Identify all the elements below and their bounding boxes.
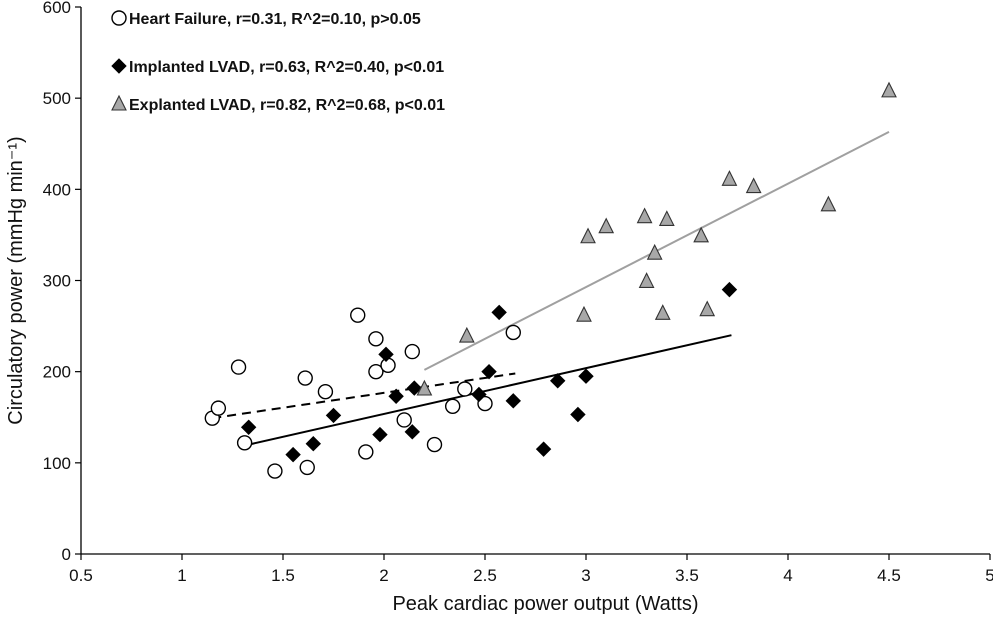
data-point	[236, 435, 253, 451]
data-point	[372, 426, 388, 443]
x-tick-label: 1	[177, 566, 186, 585]
y-tick-label: 0	[62, 545, 71, 564]
x-tick-label: 4.5	[877, 566, 901, 585]
y-tick-label: 200	[43, 363, 71, 382]
data-point	[444, 398, 461, 415]
data-point	[820, 195, 837, 212]
data-point	[654, 304, 671, 320]
data-point	[305, 435, 322, 452]
y-tick-label: 600	[43, 0, 71, 17]
data-point	[646, 243, 663, 260]
data-points	[204, 81, 897, 479]
data-point	[404, 424, 420, 440]
data-point	[396, 412, 412, 428]
data-point	[267, 463, 283, 479]
x-tick-label: 4	[783, 566, 792, 585]
x-axis-title: Peak cardiac power output (Watts)	[392, 593, 698, 615]
data-point	[881, 81, 897, 98]
data-point	[426, 436, 443, 453]
data-point	[471, 386, 487, 403]
data-point	[505, 393, 521, 409]
data-point	[380, 357, 396, 373]
legend-marker	[111, 94, 127, 111]
data-point	[368, 363, 384, 380]
fit-line	[212, 372, 516, 420]
y-tick-label: 500	[43, 89, 71, 108]
data-point	[535, 441, 552, 457]
y-tick-label: 400	[43, 180, 71, 199]
x-tick-label: 2.5	[473, 566, 497, 585]
data-point	[505, 324, 521, 341]
data-point	[378, 346, 394, 363]
legend-label: Implanted LVAD, r=0.63, R^2=0.40, p<0.01	[129, 59, 444, 76]
y-axis-title: Circulatory power (mmHg min⁻¹)	[5, 136, 27, 424]
legend: Heart Failure, r=0.31, R^2=0.10, p>0.05 I…	[111, 10, 445, 114]
data-point	[598, 217, 615, 234]
legend-label: Heart Failure, r=0.31, R^2=0.10, p>0.05	[129, 11, 421, 28]
data-point	[299, 459, 315, 476]
data-point	[416, 379, 433, 396]
data-point	[285, 446, 301, 463]
data-point	[325, 407, 342, 424]
data-point	[368, 331, 384, 347]
data-point	[481, 363, 497, 380]
data-point	[550, 373, 566, 389]
data-point	[491, 304, 507, 321]
data-point	[477, 395, 493, 412]
data-point	[578, 368, 594, 384]
data-point	[721, 281, 738, 298]
legend-label: Explanted LVAD, r=0.82, R^2=0.68, p<0.01	[129, 97, 445, 114]
data-point	[699, 300, 716, 317]
data-point	[317, 384, 334, 400]
x-tick-label: 0.5	[69, 566, 93, 585]
x-tick-label: 3.5	[675, 566, 699, 585]
data-point	[297, 370, 313, 386]
data-point	[406, 380, 423, 396]
axes: 0.5 1 1.5 2 2.5 3 3.5 4 4.5 5 0 100 200 300 400 500 600	[43, 0, 993, 585]
data-point	[240, 419, 257, 435]
legend-marker	[111, 58, 127, 74]
y-tick-label: 300	[43, 272, 71, 291]
data-point	[638, 272, 655, 288]
legend-marker	[111, 10, 127, 26]
data-point	[457, 381, 473, 397]
data-point	[745, 177, 762, 194]
data-point	[576, 305, 592, 322]
fit-line	[248, 334, 732, 446]
data-point	[350, 307, 366, 323]
data-point	[570, 406, 586, 423]
data-point	[210, 400, 227, 416]
data-point	[388, 388, 404, 404]
fit-lines	[212, 131, 890, 446]
data-point	[580, 227, 596, 244]
x-tick-label: 5	[985, 566, 993, 585]
data-point	[404, 343, 420, 360]
x-tick-label: 1.5	[271, 566, 295, 585]
data-point	[458, 326, 475, 343]
y-tick-label: 100	[43, 454, 71, 473]
x-tick-label: 2	[379, 566, 388, 585]
data-point	[721, 170, 738, 186]
data-point	[636, 207, 653, 224]
data-point	[693, 226, 710, 243]
x-tick-label: 3	[581, 566, 590, 585]
data-point	[230, 359, 247, 375]
data-point	[658, 210, 675, 226]
data-point	[358, 444, 374, 460]
